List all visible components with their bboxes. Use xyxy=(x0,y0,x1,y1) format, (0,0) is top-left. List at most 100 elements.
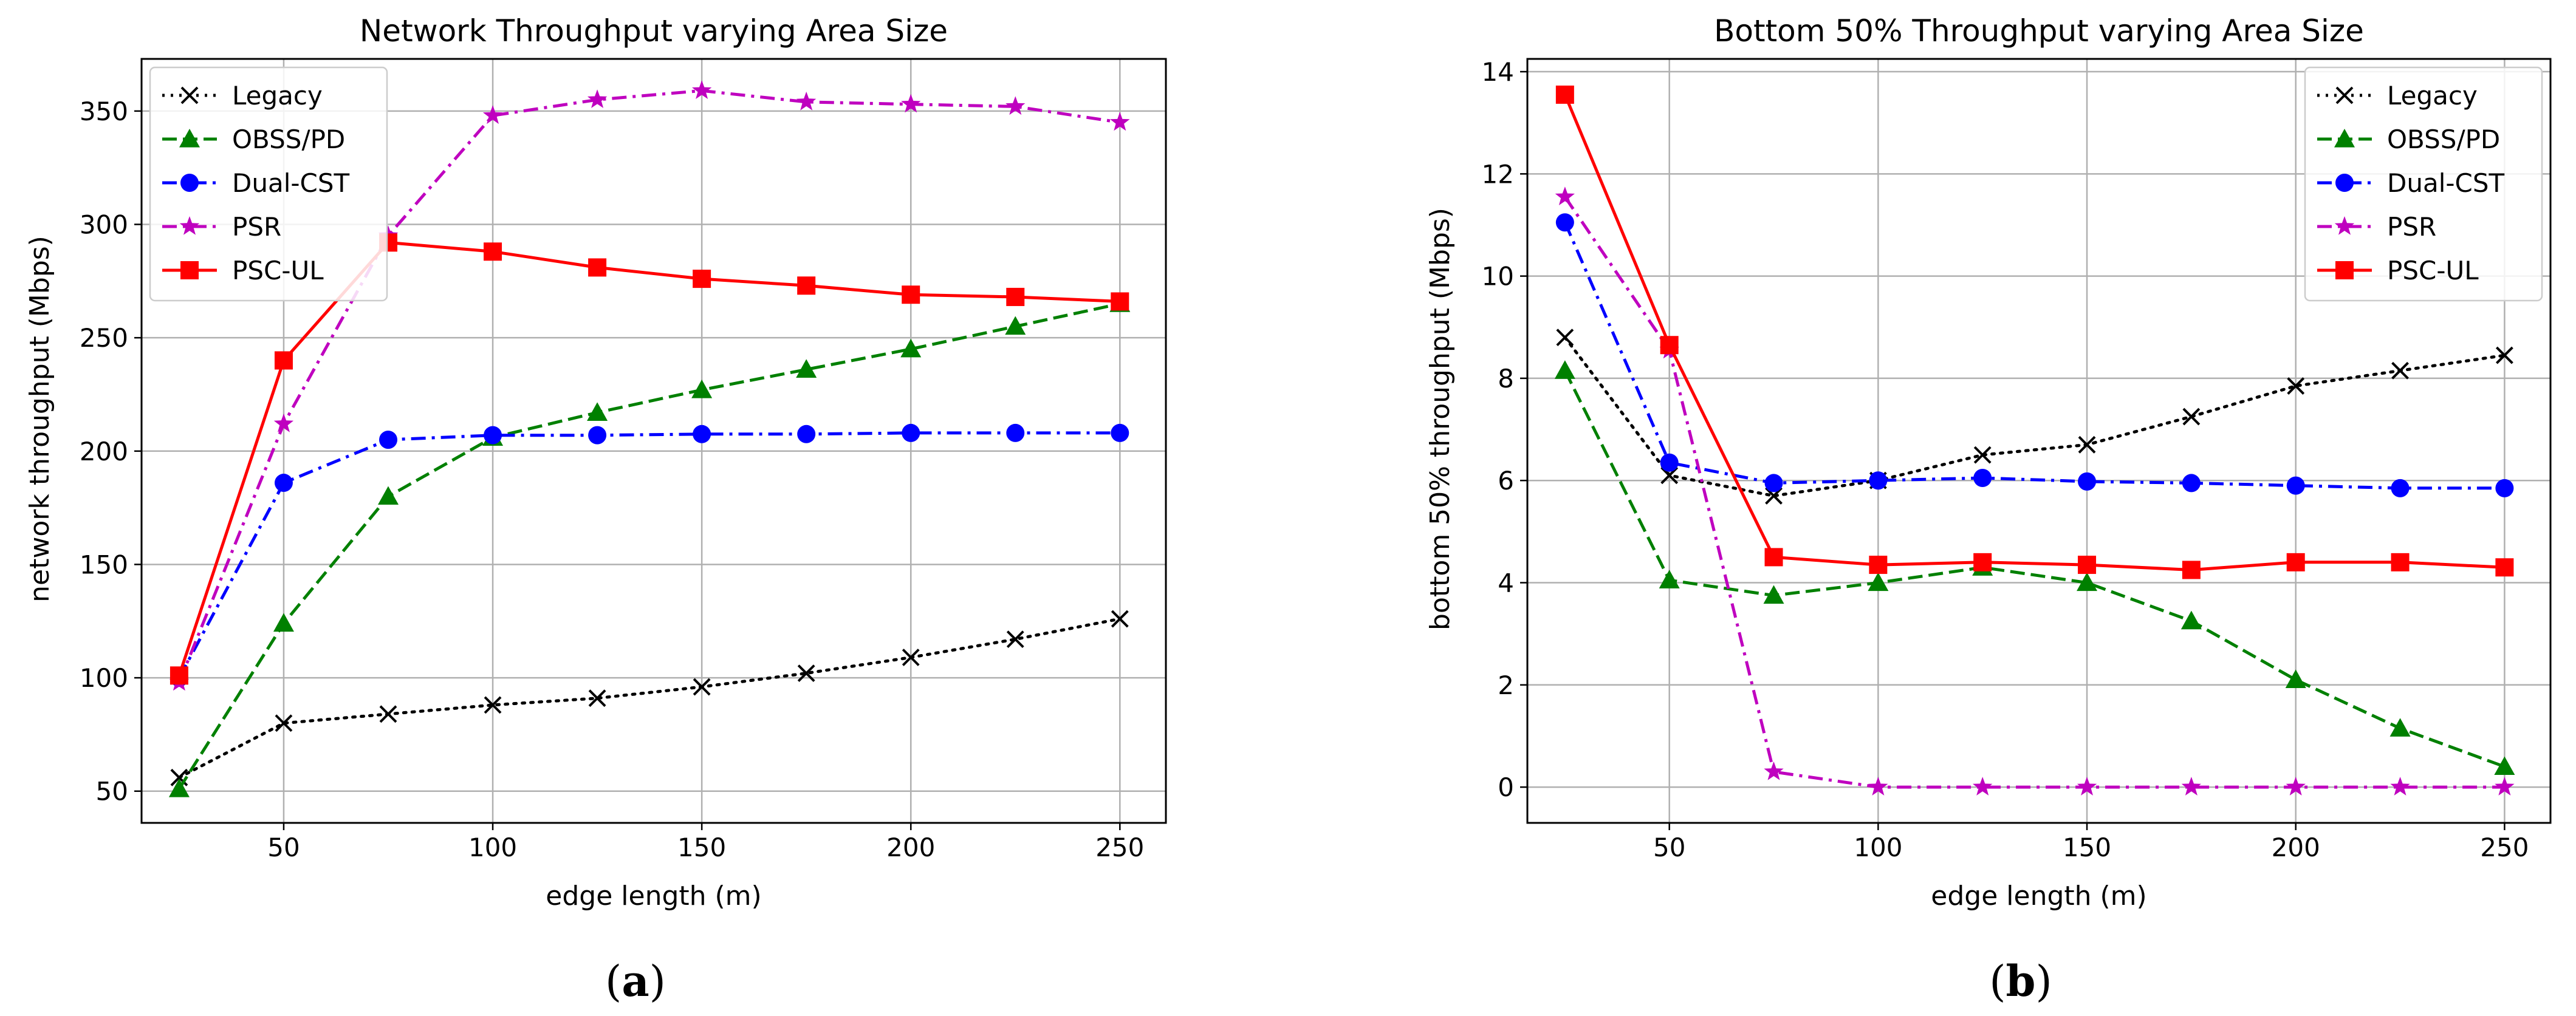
data-point xyxy=(588,426,607,445)
y-tick-label: 100 xyxy=(80,663,128,693)
y-tick-label: 12 xyxy=(1482,159,1514,189)
data-point xyxy=(1110,112,1130,131)
legend-marker xyxy=(2335,174,2354,192)
data-point xyxy=(587,89,608,108)
x-axis-label: edge length (m) xyxy=(546,881,761,912)
series-psc-ul xyxy=(1555,85,2514,579)
series-line xyxy=(177,431,1120,679)
axes-frame xyxy=(1526,58,2552,824)
data-point xyxy=(1555,213,1574,232)
data-point xyxy=(274,351,293,370)
data-point xyxy=(2287,377,2305,395)
x-tick-label: 150 xyxy=(677,833,726,862)
data-point xyxy=(1555,186,1575,205)
legend-item: OBSS/PD xyxy=(2317,124,2500,154)
series-line xyxy=(1563,196,2505,789)
x-tick-label: 100 xyxy=(468,833,517,862)
legend-marker xyxy=(180,261,199,279)
legend-label: PSR xyxy=(232,212,281,242)
series-line xyxy=(177,240,1120,677)
panel-caption-letter: a xyxy=(622,956,649,1006)
data-point xyxy=(484,242,502,261)
legend-box xyxy=(149,66,388,302)
chart-panel-a: Network Throughput varying Area Size edg… xyxy=(24,13,1167,1006)
chart-title: Network Throughput varying Area Size xyxy=(360,13,948,49)
x-tick-label: 200 xyxy=(886,833,935,862)
legend-item: Legacy xyxy=(162,81,323,111)
data-point xyxy=(1005,316,1026,335)
legend: Legacy OBSS/PD Dual-CST PSR PSC-UL xyxy=(2304,66,2543,302)
legend-item: PSR xyxy=(162,212,281,242)
data-point xyxy=(378,486,399,505)
data-point xyxy=(1555,85,1574,104)
data-point xyxy=(2078,435,2096,454)
legend-marker xyxy=(2335,86,2354,104)
data-point xyxy=(1554,360,1575,379)
legend-item: Dual-CST xyxy=(162,168,350,198)
data-point xyxy=(1659,570,1680,588)
data-point xyxy=(693,678,711,696)
data-point xyxy=(379,431,398,449)
data-point xyxy=(275,714,293,732)
y-tick-label: 8 xyxy=(1498,364,1514,394)
data-point xyxy=(1764,761,1784,780)
legend-label: OBSS/PD xyxy=(2387,124,2500,154)
chart-panel-b: Bottom 50% Throughput varying Area Size … xyxy=(1425,13,2552,1006)
series-line xyxy=(1563,370,2506,768)
data-point xyxy=(1111,292,1129,311)
data-point xyxy=(170,666,188,685)
data-point xyxy=(2077,777,2097,796)
data-point xyxy=(273,613,294,632)
data-point xyxy=(691,380,713,398)
legend-item: Legacy xyxy=(2317,81,2478,111)
x-tick-label: 250 xyxy=(1095,833,1144,862)
data-point xyxy=(2286,476,2305,495)
x-tick-label: 250 xyxy=(2480,833,2529,862)
series-line xyxy=(1563,94,2505,571)
data-point xyxy=(484,426,502,445)
series-line xyxy=(177,617,1122,779)
chart-title: Bottom 50% Throughput varying Area Size xyxy=(1714,13,2364,49)
legend-marker xyxy=(180,174,199,192)
legend-item: OBSS/PD xyxy=(162,124,345,154)
data-point xyxy=(2182,561,2201,579)
legend-item: PSC-UL xyxy=(2317,256,2479,285)
x-tick-label: 50 xyxy=(1653,833,1685,862)
axes-frame xyxy=(140,58,1167,824)
data-point xyxy=(1556,329,1574,347)
data-point xyxy=(1764,548,1783,567)
legend-item: PSR xyxy=(2317,212,2436,242)
data-point xyxy=(796,359,817,378)
y-tick-label: 14 xyxy=(1482,57,1514,87)
x-tick-label: 50 xyxy=(267,833,300,862)
data-point xyxy=(2391,479,2410,497)
data-point xyxy=(588,689,606,707)
data-point xyxy=(1005,96,1026,115)
series-legacy xyxy=(1556,329,2513,505)
legend-label: PSC-UL xyxy=(2387,256,2479,285)
data-point xyxy=(587,402,608,421)
data-point xyxy=(901,94,921,113)
y-tick-label: 350 xyxy=(80,97,128,126)
data-point xyxy=(2182,407,2201,426)
legend-item: PSC-UL xyxy=(162,256,324,285)
legend-label: Legacy xyxy=(2387,81,2478,111)
data-point xyxy=(693,270,711,288)
data-point xyxy=(2390,777,2410,796)
y-axis-label: network throughput (Mbps) xyxy=(24,236,55,602)
data-point xyxy=(379,705,397,723)
data-point xyxy=(1869,471,1888,490)
data-point xyxy=(168,779,190,797)
y-tick-label: 2 xyxy=(1498,670,1514,700)
data-point xyxy=(692,80,712,99)
panel-caption-letter: b xyxy=(2006,956,2036,1006)
legend-label: PSR xyxy=(2387,212,2436,242)
data-point xyxy=(2286,777,2306,796)
data-point xyxy=(797,276,816,295)
series-obss-pd xyxy=(1554,360,2515,776)
data-point xyxy=(1111,610,1129,628)
data-point xyxy=(2285,669,2306,688)
data-point xyxy=(1973,553,1992,571)
data-point xyxy=(902,423,920,442)
